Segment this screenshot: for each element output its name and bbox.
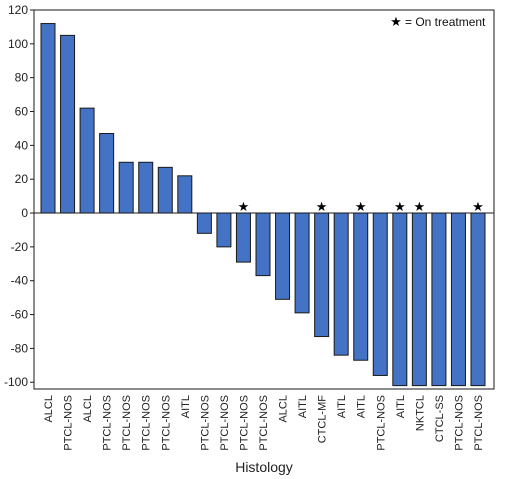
x-category-label: PTCL-NOS — [258, 395, 270, 451]
x-category-label: PTCL-NOS — [453, 395, 465, 451]
x-category-label: PTCL-NOS — [375, 395, 387, 451]
bar — [177, 175, 193, 214]
x-category-label: ALCL — [43, 395, 55, 423]
x-category-label: ALCL — [82, 395, 94, 423]
x-category-label: PTCL-NOS — [219, 395, 231, 451]
x-axis-title: Histology — [235, 459, 293, 475]
legend-label: = On treatment — [405, 15, 486, 29]
bar — [79, 107, 95, 214]
on-treatment-star-icon: ★ — [238, 200, 250, 215]
x-category-label: AITL — [297, 395, 309, 418]
bar — [196, 212, 212, 234]
y-tick-label: 80 — [15, 71, 29, 85]
bar — [235, 212, 251, 263]
bar — [392, 212, 408, 387]
y-tick-label: 60 — [15, 105, 29, 119]
x-axis-category-labels: ALCL PTCL-NOS ALCL PTCL-NOS PTCL-NOS PTCL-NOS… — [43, 395, 485, 451]
y-tick-label: 20 — [15, 172, 29, 186]
legend-star-icon: ★ — [390, 15, 402, 30]
on-treatment-star-icon: ★ — [472, 200, 484, 215]
bar — [60, 34, 76, 214]
x-category-label: PTCL-NOS — [63, 395, 75, 451]
bar — [255, 212, 271, 277]
x-category-label: AITL — [356, 395, 368, 418]
x-category-label: PTCL-NOS — [473, 395, 485, 451]
on-treatment-star-icon: ★ — [394, 200, 406, 215]
bar — [275, 212, 291, 300]
on-treatment-star-icon: ★ — [316, 200, 328, 215]
y-tick-label: -80 — [11, 341, 29, 355]
y-tick-label: 0 — [21, 206, 28, 220]
plot-frame — [33, 9, 495, 390]
x-category-label: CTCL-MF — [317, 395, 329, 444]
bar — [333, 212, 349, 356]
bar — [118, 161, 134, 214]
bar — [470, 212, 486, 387]
bar — [411, 212, 427, 387]
bar — [372, 212, 388, 376]
x-category-label: AITL — [180, 395, 192, 418]
bar — [138, 161, 154, 214]
y-tick-label: -40 — [11, 274, 29, 288]
x-category-label: PTCL-NOS — [199, 395, 211, 451]
x-category-label: PTCL-NOS — [121, 395, 133, 451]
x-category-label: AITL — [395, 395, 407, 418]
x-category-label: ALCL — [278, 395, 290, 423]
x-category-label: PTCL-NOS — [238, 395, 250, 451]
y-tick-label: -60 — [11, 308, 29, 322]
bar — [99, 133, 115, 214]
bar — [294, 212, 310, 314]
bar — [353, 212, 369, 361]
bar — [450, 212, 466, 387]
bar — [314, 212, 330, 338]
y-tick-label: 40 — [15, 138, 29, 152]
y-tick-label: 100 — [8, 37, 28, 51]
on-treatment-markers: ★ ★ ★ ★ ★ ★ — [238, 200, 484, 215]
bars-group — [40, 23, 486, 387]
legend: ★ = On treatment — [390, 15, 486, 30]
bar — [216, 212, 232, 248]
y-tick-label: -20 — [11, 240, 29, 254]
bar — [431, 212, 447, 387]
x-category-label: NKTCL — [414, 395, 426, 431]
y-tick-label: -100 — [4, 375, 28, 389]
x-category-label: PTCL-NOS — [160, 395, 172, 451]
x-category-label: PTCL-NOS — [141, 395, 153, 451]
y-tick-label: 120 — [8, 3, 28, 17]
y-axis: -100 -80 -60 -40 -20 0 20 40 60 80 100 120 — [4, 3, 34, 389]
x-category-label: AITL — [336, 395, 348, 418]
x-category-label: CTCL-SS — [434, 395, 446, 442]
on-treatment-star-icon: ★ — [355, 200, 367, 215]
bar — [40, 23, 56, 214]
bar — [157, 166, 173, 214]
on-treatment-star-icon: ★ — [414, 200, 426, 215]
x-category-label: PTCL-NOS — [102, 395, 114, 451]
